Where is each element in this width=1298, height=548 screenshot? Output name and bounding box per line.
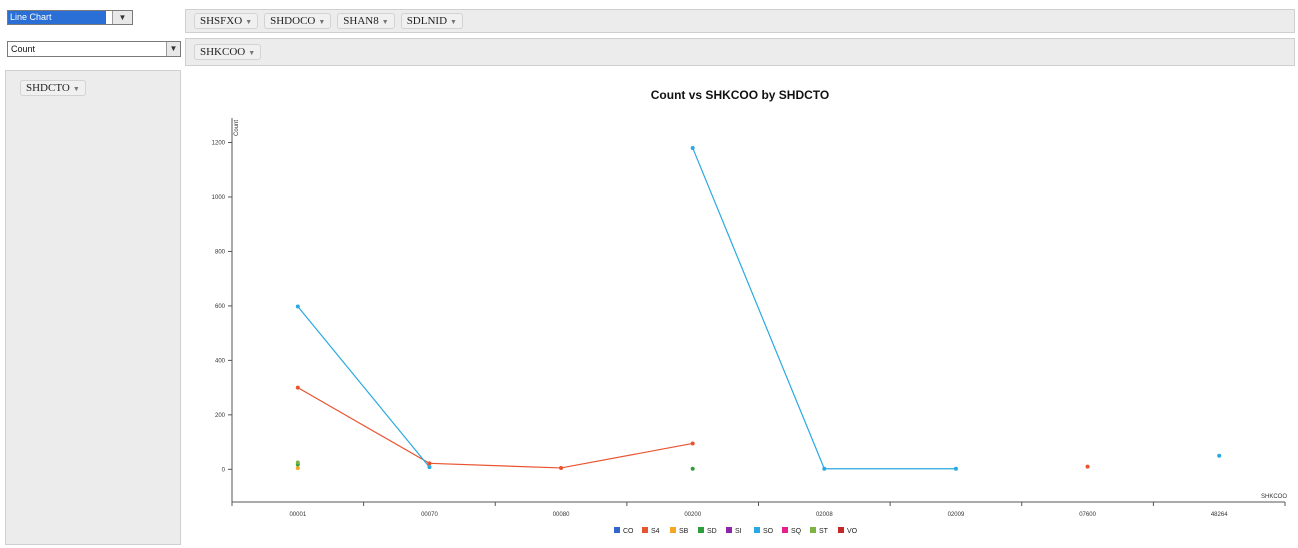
x-tick-label: 00001	[289, 512, 306, 518]
legend-swatch	[810, 527, 816, 533]
legend-label: SI	[735, 528, 742, 535]
legend-label: SQ	[791, 528, 802, 535]
row-fields-bar: SHKCOO ▼	[185, 38, 1295, 66]
chart-axes: 0 200 400 600 800 1000 1200 00001 00070 00080 0020…	[212, 118, 1286, 518]
field-pill-shsfxo[interactable]: SHSFXO ▼	[194, 13, 259, 29]
data-point-so[interactable]	[690, 145, 695, 150]
legend-label: S4	[651, 528, 660, 535]
x-tick-label: 00070	[421, 512, 438, 518]
x-tick-label: 00080	[553, 512, 570, 518]
caret-down-icon[interactable]: ▼	[248, 49, 256, 57]
field-pill-label: SHAN8	[343, 15, 379, 27]
legend-swatch	[782, 527, 788, 533]
x-tick-label: 02008	[816, 512, 833, 518]
legend-label: SB	[679, 528, 689, 535]
data-point-so[interactable]	[1217, 453, 1222, 458]
legend-swatch	[642, 527, 648, 533]
y-tick-label: 200	[215, 413, 226, 419]
legend-label: CO	[623, 528, 634, 535]
data-point-so[interactable]	[953, 466, 958, 471]
line-chart: Count vs SHKCOO by SHDCTO Count SHKCOO 0…	[212, 88, 1288, 535]
series-line-so	[297, 306, 430, 468]
data-point-so[interactable]	[427, 465, 432, 470]
aggregator-select[interactable]: Count ▼	[7, 41, 181, 57]
data-point-s4[interactable]	[690, 441, 695, 446]
field-pill-label: SHSFXO	[200, 15, 243, 27]
legend-label: VO	[847, 528, 858, 535]
series-points	[295, 145, 1222, 471]
field-pill-shdcto[interactable]: SHDCTO ▼	[20, 80, 86, 96]
x-axis-label: SHKCOO	[1261, 494, 1287, 500]
series-lines	[297, 147, 956, 470]
field-pill-shdoco[interactable]: SHDOCO ▼	[264, 13, 332, 29]
series-line-so	[692, 147, 956, 470]
legend-swatch	[614, 527, 620, 533]
field-pill-label: SHDCTO	[26, 82, 70, 94]
field-pill-shkcoo[interactable]: SHKCOO ▼	[194, 44, 262, 60]
renderer-select[interactable]: Line Chart ▼	[7, 10, 133, 25]
y-tick-label: 1200	[212, 141, 226, 147]
legend-swatch	[754, 527, 760, 533]
field-pill-shan8[interactable]: SHAN8 ▼	[337, 13, 395, 29]
chart-title: Count vs SHKCOO by SHDCTO	[651, 88, 829, 102]
field-pill-label: SDLNID	[406, 15, 448, 27]
chevron-down-icon[interactable]: ▼	[166, 42, 180, 56]
legend-swatch	[698, 527, 704, 533]
legend-swatch	[670, 527, 676, 533]
renderer-select-value: Line Chart	[8, 11, 106, 24]
caret-down-icon[interactable]: ▼	[72, 85, 80, 93]
x-tick-label: 00200	[684, 512, 701, 518]
y-tick-label: 400	[215, 358, 226, 364]
data-point-sb[interactable]	[295, 465, 300, 470]
column-fields-bar: SHSFXO ▼ SHDOCO ▼ SHAN8 ▼ SDLNID ▼	[185, 9, 1295, 33]
data-point-s4[interactable]	[559, 465, 564, 470]
y-tick-label: 1000	[212, 195, 226, 201]
caret-down-icon[interactable]: ▼	[450, 18, 457, 26]
data-point-s4[interactable]	[295, 385, 300, 390]
field-pill-sdlnid[interactable]: SDLNID ▼	[400, 13, 463, 29]
y-tick-label: 600	[215, 304, 226, 310]
x-tick-label: 07600	[1079, 512, 1096, 518]
data-point-s4[interactable]	[427, 461, 432, 466]
series-line-s4	[297, 387, 693, 469]
chart-legend: CO S4 SB SD SI SO SQ ST VO	[614, 527, 858, 535]
x-tick-label: 02009	[948, 512, 965, 518]
chevron-down-icon[interactable]: ▼	[112, 11, 132, 24]
field-pill-label: SHDOCO	[270, 15, 316, 27]
data-point-so[interactable]	[822, 466, 827, 471]
legend-swatch	[838, 527, 844, 533]
left-panel: Line Chart ▼ Count ▼ SHDCTO ▼	[0, 0, 184, 545]
legend-label: SD	[707, 528, 717, 535]
data-point-st[interactable]	[295, 460, 300, 465]
caret-down-icon[interactable]: ▼	[381, 18, 389, 26]
chart-area: Count vs SHKCOO by SHDCTO Count SHKCOO 0…	[185, 70, 1295, 545]
unused-fields-area: SHDCTO ▼	[5, 70, 181, 545]
legend-label: ST	[819, 528, 829, 535]
field-pill-label: SHKCOO	[200, 46, 246, 58]
data-point-s4[interactable]	[1085, 464, 1090, 469]
aggregator-select-value: Count	[11, 44, 36, 54]
data-point-so[interactable]	[295, 304, 300, 309]
caret-down-icon[interactable]: ▼	[318, 18, 326, 26]
data-point-sd[interactable]	[690, 466, 695, 471]
legend-swatch	[726, 527, 732, 533]
x-tick-label: 48264	[1211, 512, 1228, 518]
caret-down-icon[interactable]: ▼	[245, 18, 253, 26]
legend-label: SO	[763, 528, 774, 535]
y-tick-label: 0	[222, 467, 226, 473]
y-axis-label: Count	[234, 120, 240, 136]
y-tick-label: 800	[215, 249, 226, 255]
